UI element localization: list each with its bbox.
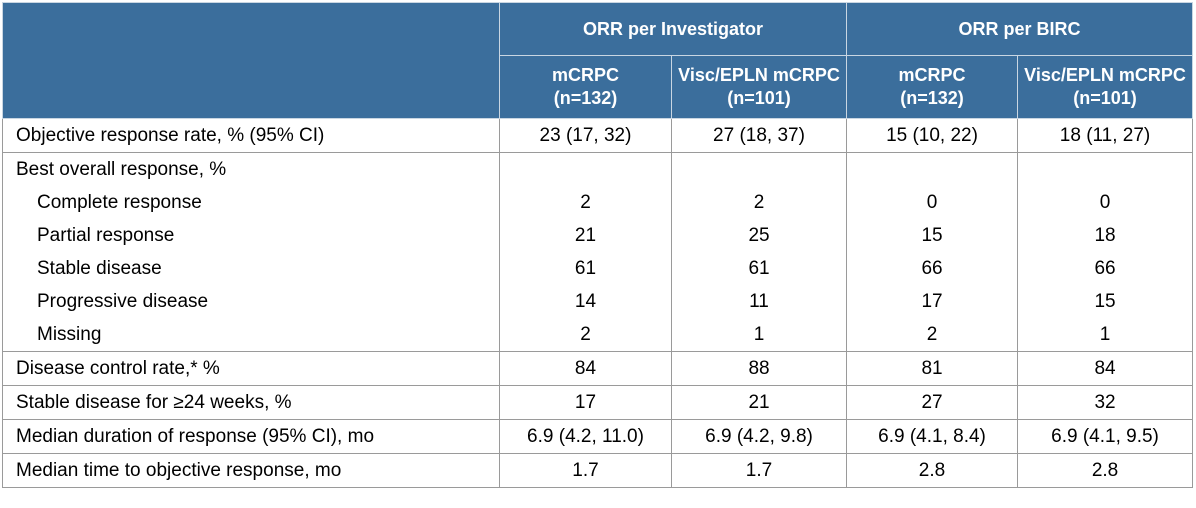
row-value: 17 — [846, 285, 1019, 318]
row-value: 2.8 — [846, 453, 1019, 488]
row-value: 18 — [1017, 219, 1194, 252]
column-header-n: (n=101) — [1073, 88, 1137, 108]
row-value: 14 — [499, 285, 672, 318]
row-value: 18 (11, 27) — [1017, 118, 1194, 153]
row-value: 81 — [846, 351, 1019, 386]
row-value — [846, 152, 1019, 186]
row-label: Progressive disease — [2, 285, 500, 318]
row-value: 88 — [670, 351, 848, 386]
table-row: Stable disease 61 61 66 66 — [2, 252, 1194, 285]
row-value: 11 — [670, 285, 848, 318]
row-label: Disease control rate,* % — [2, 351, 500, 386]
row-value: 32 — [1017, 385, 1194, 420]
table-header: ORR per Investigator ORR per BIRC mCRPC … — [2, 2, 1194, 119]
table-row: Median time to objective response, mo 1.… — [2, 453, 1194, 488]
table-row: Objective response rate, % (95% CI) 23 (… — [2, 118, 1194, 153]
row-label: Median duration of response (95% CI), mo — [2, 419, 500, 454]
row-label: Objective response rate, % (95% CI) — [2, 118, 500, 153]
row-value: 61 — [670, 252, 848, 285]
column-header: mCRPC (n=132) — [499, 55, 672, 119]
table-row: Complete response 2 2 0 0 — [2, 186, 1194, 219]
row-value: 6.9 (4.2, 9.8) — [670, 419, 848, 454]
column-header: mCRPC (n=132) — [846, 55, 1019, 119]
table-row: Partial response 21 25 15 18 — [2, 219, 1194, 252]
row-value: 27 (18, 37) — [670, 118, 848, 153]
row-label: Complete response — [2, 186, 500, 219]
row-value: 21 — [670, 385, 848, 420]
row-value: 27 — [846, 385, 1019, 420]
column-header-n: (n=101) — [727, 88, 791, 108]
table-row: Disease control rate,* % 84 88 81 84 — [2, 351, 1194, 386]
row-value: 1 — [1017, 318, 1194, 352]
row-value: 66 — [1017, 252, 1194, 285]
row-value — [1017, 152, 1194, 186]
row-label: Stable disease — [2, 252, 500, 285]
table-row: Stable disease for ≥24 weeks, % 17 21 27… — [2, 385, 1194, 420]
row-value: 0 — [1017, 186, 1194, 219]
row-value: 2.8 — [1017, 453, 1194, 488]
row-value: 2 — [499, 186, 672, 219]
row-value: 1 — [670, 318, 848, 352]
row-value: 2 — [499, 318, 672, 352]
row-value: 66 — [846, 252, 1019, 285]
row-value: 2 — [670, 186, 848, 219]
row-value: 6.9 (4.1, 8.4) — [846, 419, 1019, 454]
table-row: Missing 2 1 2 1 — [2, 318, 1194, 352]
results-table: ORR per Investigator ORR per BIRC mCRPC … — [2, 2, 1194, 488]
column-header-name: Visc/EPLN mCRPC — [1024, 65, 1186, 85]
row-value: 15 — [1017, 285, 1194, 318]
row-label: Stable disease for ≥24 weeks, % — [2, 385, 500, 420]
row-label: Missing — [2, 318, 500, 352]
row-value: 1.7 — [670, 453, 848, 488]
row-value: 2 — [846, 318, 1019, 352]
row-value: 0 — [846, 186, 1019, 219]
table-row: Progressive disease 14 11 17 15 — [2, 285, 1194, 318]
row-value: 6.9 (4.2, 11.0) — [499, 419, 672, 454]
row-label: Best overall response, % — [2, 152, 500, 186]
row-value: 15 (10, 22) — [846, 118, 1019, 153]
row-value: 21 — [499, 219, 672, 252]
column-header-name: mCRPC — [551, 65, 619, 85]
column-header-name: Visc/EPLN mCRPC — [678, 65, 840, 85]
column-header-name: mCRPC — [898, 65, 966, 85]
group-header-birc: ORR per BIRC — [846, 2, 1194, 56]
row-value: 1.7 — [499, 453, 672, 488]
column-header: Visc/EPLN mCRPC (n=101) — [670, 55, 848, 119]
row-value — [499, 152, 672, 186]
column-header-n: (n=132) — [553, 88, 618, 108]
table-row: Best overall response, % — [2, 152, 1194, 186]
row-value: 23 (17, 32) — [499, 118, 672, 153]
row-value: 6.9 (4.1, 9.5) — [1017, 419, 1194, 454]
column-header: Visc/EPLN mCRPC (n=101) — [1017, 55, 1194, 119]
group-header-investigator: ORR per Investigator — [498, 2, 848, 56]
row-label: Partial response — [2, 219, 500, 252]
table-body: Objective response rate, % (95% CI) 23 (… — [2, 118, 1194, 488]
table-row: Median duration of response (95% CI), mo… — [2, 419, 1194, 454]
row-value — [670, 152, 848, 186]
column-header-n: (n=132) — [900, 88, 964, 108]
row-value: 17 — [499, 385, 672, 420]
row-value: 25 — [670, 219, 848, 252]
row-label: Median time to objective response, mo — [2, 453, 500, 488]
header-corner-cell — [2, 2, 500, 119]
row-value: 61 — [499, 252, 672, 285]
row-value: 15 — [846, 219, 1019, 252]
row-value: 84 — [499, 351, 672, 386]
row-value: 84 — [1017, 351, 1194, 386]
